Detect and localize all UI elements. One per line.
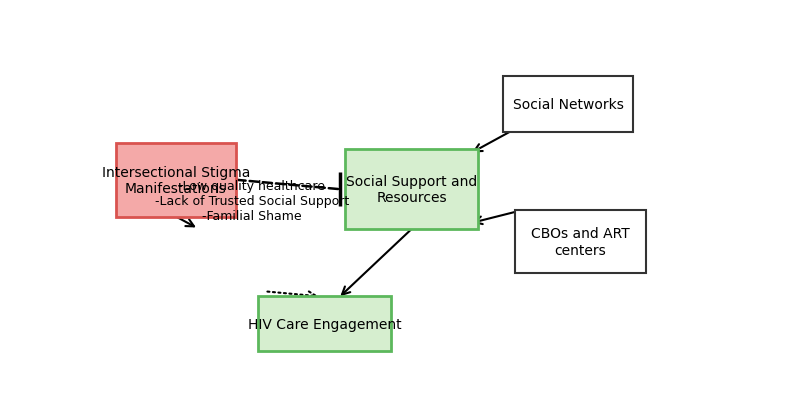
Text: Intersectional Stigma
Manifestations: Intersectional Stigma Manifestations bbox=[102, 165, 250, 196]
Text: -Low quality healthcare
-Lack of Trusted Social Support
-Familial Shame: -Low quality healthcare -Lack of Trusted… bbox=[154, 179, 349, 222]
Text: Social Networks: Social Networks bbox=[513, 98, 623, 112]
Text: CBOs and ART
centers: CBOs and ART centers bbox=[531, 227, 630, 257]
FancyBboxPatch shape bbox=[345, 150, 478, 230]
Text: Social Support and
Resources: Social Support and Resources bbox=[346, 175, 477, 205]
FancyBboxPatch shape bbox=[115, 144, 237, 217]
Text: HIV Care Engagement: HIV Care Engagement bbox=[248, 317, 402, 331]
FancyBboxPatch shape bbox=[258, 296, 391, 351]
FancyBboxPatch shape bbox=[503, 77, 634, 133]
FancyBboxPatch shape bbox=[515, 211, 646, 273]
